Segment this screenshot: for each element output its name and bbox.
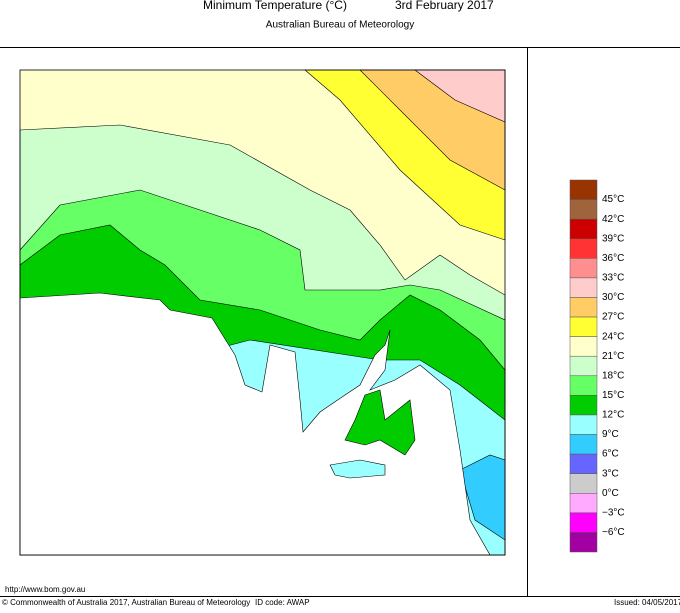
map <box>19 69 506 556</box>
legend-label: 12°C <box>602 410 624 421</box>
legend-label: 24°C <box>602 331 624 342</box>
legend-label: 9°C <box>602 429 619 440</box>
legend: 45°C 42°C 39°C 36°C 33°C 30°C 27°C 24°C 21°C 18°C… <box>569 179 625 553</box>
title: Minimum Temperature (°C) <box>203 0 347 12</box>
issued: Issued: 04/05/2017 <box>614 598 680 607</box>
legend-label: 6°C <box>602 449 619 460</box>
legend-swatch <box>569 179 598 200</box>
legend-label: 33°C <box>602 273 624 284</box>
legend-swatch <box>569 336 598 357</box>
legend-label: −3°C <box>602 507 625 518</box>
legend-label: 42°C <box>602 214 624 225</box>
legend-swatch <box>569 493 598 514</box>
legend-label: 27°C <box>602 312 624 323</box>
legend-label: 39°C <box>602 233 624 244</box>
copyright: © Commonwealth of Australia 2017, Austra… <box>2 598 250 607</box>
ocean <box>19 292 491 556</box>
legend-swatch <box>569 277 598 298</box>
legend-swatch <box>569 532 598 553</box>
legend-label: 3°C <box>602 468 619 479</box>
yorke-peninsula <box>344 389 416 456</box>
legend-label: 21°C <box>602 351 624 362</box>
map-border <box>19 69 506 556</box>
id-code: ID code: AWAP <box>255 598 310 607</box>
legend-label: 18°C <box>602 370 624 381</box>
legend-swatch <box>569 414 598 435</box>
legend-label: 36°C <box>602 253 624 264</box>
legend-label: 15°C <box>602 390 624 401</box>
legend-swatch <box>569 375 598 396</box>
subtitle: Australian Bureau of Meteorology <box>266 20 414 31</box>
legend-swatch <box>569 453 598 474</box>
date: 3rd February 2017 <box>395 0 494 12</box>
legend-swatch <box>569 238 598 259</box>
legend-swatch <box>569 473 598 494</box>
kangaroo-island <box>329 459 386 479</box>
legend-swatch <box>569 218 598 239</box>
legend-swatch <box>569 258 598 279</box>
legend-swatch <box>569 316 598 337</box>
legend-swatch <box>569 199 598 220</box>
legend-swatch <box>569 355 598 377</box>
legend-swatch <box>569 434 598 455</box>
legend-swatch <box>569 297 598 318</box>
legend-swatch <box>569 512 598 533</box>
legend-swatch <box>569 395 598 416</box>
legend-label: 45°C <box>602 194 624 205</box>
legend-label: 30°C <box>602 292 624 303</box>
url: http://www.bom.gov.au <box>5 585 85 594</box>
legend-label: 0°C <box>602 488 619 499</box>
legend-label: −6°C <box>602 527 625 538</box>
